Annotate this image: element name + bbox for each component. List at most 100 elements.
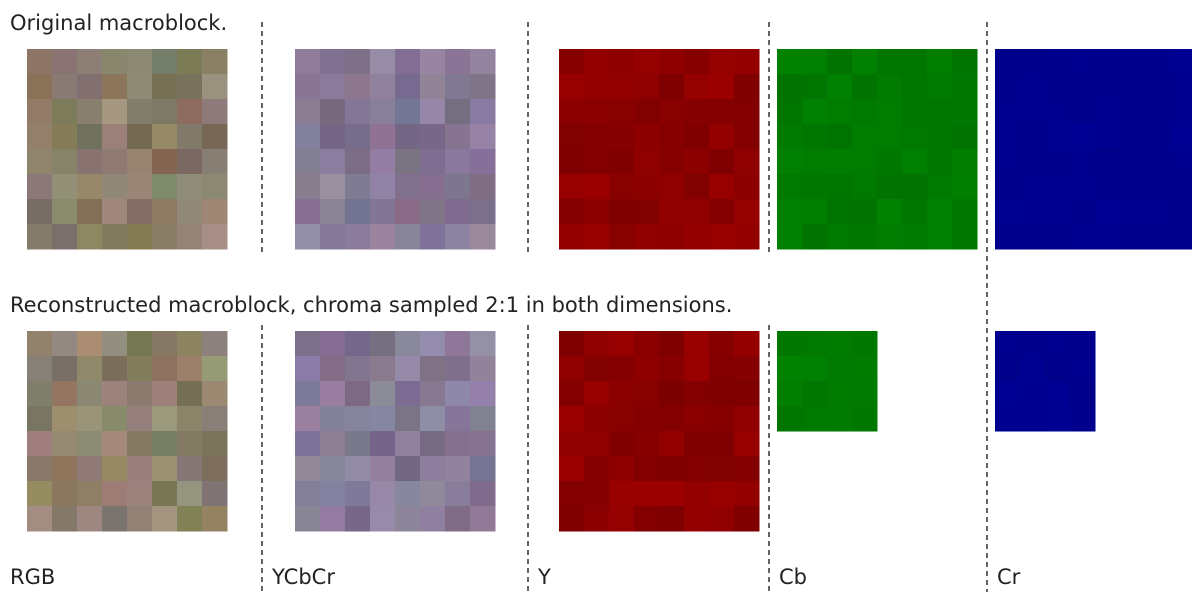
pixel [127, 199, 153, 225]
pixel [634, 356, 660, 382]
pixel [877, 74, 903, 100]
pixel [634, 481, 660, 507]
pixel [684, 99, 710, 125]
pixel [395, 356, 421, 382]
pixel [634, 124, 660, 150]
pixel [802, 381, 828, 407]
page: {"headings": {"original": "Original macr… [0, 0, 1192, 592]
pixel [559, 124, 585, 150]
pixel [152, 481, 178, 507]
pixel [1045, 124, 1071, 150]
pixel [609, 74, 635, 100]
pixel [27, 481, 53, 507]
pixel [420, 149, 446, 175]
pixel [1145, 74, 1171, 100]
pixel [1170, 199, 1192, 225]
pixel [852, 99, 878, 125]
pixel [1145, 124, 1171, 150]
pixel [609, 406, 635, 432]
pixel [202, 431, 228, 457]
pixel [202, 224, 228, 250]
pixel [1045, 356, 1071, 382]
pixel [684, 199, 710, 225]
pixel [584, 199, 610, 225]
pixel [345, 481, 371, 507]
pixel [1095, 124, 1121, 150]
pixel [445, 456, 471, 482]
pixel [370, 224, 396, 250]
pixel [1070, 99, 1096, 125]
pixel [1095, 99, 1121, 125]
pixel [559, 481, 585, 507]
pixel [52, 356, 78, 382]
pixel [395, 149, 421, 175]
pixel [1045, 406, 1071, 432]
pixel [902, 199, 928, 225]
pixel [734, 506, 760, 532]
pixel [827, 381, 853, 407]
pixel [684, 124, 710, 150]
column-label: Y [537, 565, 551, 589]
pixel [927, 124, 953, 150]
pixel [77, 456, 103, 482]
pixel [152, 149, 178, 175]
pixel [684, 356, 710, 382]
pixel [420, 381, 446, 407]
pixel [1145, 49, 1171, 75]
pixel [559, 381, 585, 407]
pixel [777, 149, 803, 175]
column-label: YCbCr [271, 565, 335, 589]
pixel [634, 506, 660, 532]
pixel [320, 99, 346, 125]
pixel [420, 331, 446, 357]
pixel [77, 506, 103, 532]
pixel [902, 49, 928, 75]
pixel [952, 174, 978, 200]
pixel [1120, 124, 1146, 150]
pixel [470, 456, 496, 482]
pixel [127, 99, 153, 125]
pixel [445, 49, 471, 75]
pixel [634, 174, 660, 200]
column-label: Cb [779, 565, 807, 589]
pixel [659, 431, 685, 457]
pixel [27, 431, 53, 457]
pixel [852, 356, 878, 382]
pixel [584, 481, 610, 507]
pixel [1145, 199, 1171, 225]
pixel [152, 381, 178, 407]
pixel [852, 331, 878, 357]
pixel [709, 99, 735, 125]
pixel [559, 149, 585, 175]
pixel [1045, 331, 1071, 357]
pixel [827, 124, 853, 150]
pixel [102, 174, 128, 200]
pixel [445, 481, 471, 507]
pixel [445, 74, 471, 100]
pixel [395, 481, 421, 507]
pixel [952, 149, 978, 175]
pixel [370, 456, 396, 482]
pixel [1170, 49, 1192, 75]
pixel [734, 199, 760, 225]
pixel [77, 124, 103, 150]
pixel [1070, 149, 1096, 175]
pixel [52, 506, 78, 532]
pixel [927, 99, 953, 125]
pixel [177, 199, 203, 225]
pixel [370, 74, 396, 100]
pixel [609, 456, 635, 482]
pixel [345, 49, 371, 75]
pixel [852, 74, 878, 100]
pixel [470, 406, 496, 432]
pixel [827, 149, 853, 175]
pixel [1170, 74, 1192, 100]
pixel [27, 224, 53, 250]
pixel [177, 331, 203, 357]
pixel [127, 456, 153, 482]
pixel [102, 356, 128, 382]
pixel [202, 506, 228, 532]
pixel [802, 124, 828, 150]
pixel [27, 331, 53, 357]
pixel [1145, 99, 1171, 125]
